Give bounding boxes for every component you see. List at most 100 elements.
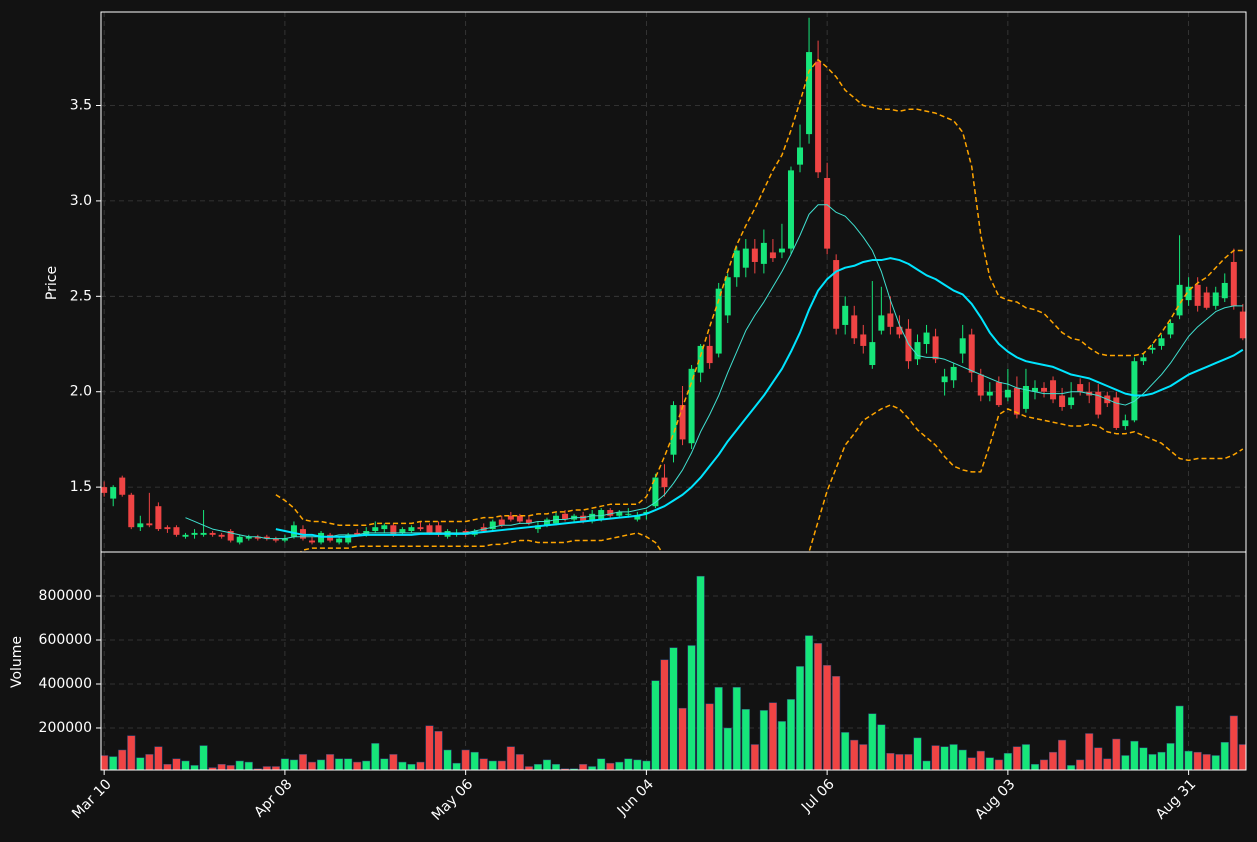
- candle-body: [833, 260, 840, 329]
- volume-bar: [136, 757, 145, 770]
- candle-body: [1041, 387, 1048, 392]
- candle-body: [869, 342, 876, 366]
- candle-body: [1077, 384, 1084, 392]
- candle-body: [399, 529, 406, 533]
- volume-bar: [1229, 715, 1238, 770]
- candle-body: [1230, 261, 1237, 306]
- candle-body: [182, 534, 189, 537]
- candle-body: [923, 332, 930, 345]
- volume-bar: [940, 746, 949, 770]
- volume-bar: [362, 760, 371, 770]
- volume-bar: [1012, 746, 1021, 770]
- price-plot: [101, 17, 1246, 552]
- candle-body: [146, 523, 153, 526]
- volume-bar: [1112, 738, 1121, 770]
- volume-bar: [101, 755, 109, 770]
- volume-bar: [805, 635, 814, 770]
- candle-body: [1185, 286, 1192, 301]
- candle-body: [806, 52, 813, 135]
- candle-body: [688, 368, 695, 444]
- volume-bar: [687, 645, 696, 770]
- volume-bar: [1049, 751, 1058, 770]
- y-tick-label: 2.0: [70, 384, 92, 400]
- volume-plot: [101, 575, 1246, 770]
- y-axis-label: Price: [44, 266, 60, 300]
- candle-body: [354, 532, 361, 535]
- volume-bar: [1238, 744, 1246, 770]
- volume-bar: [262, 766, 271, 770]
- candle-body: [742, 248, 749, 268]
- volume-bar: [452, 762, 461, 770]
- candle-body: [1013, 387, 1020, 415]
- volume-bar: [1157, 751, 1166, 770]
- volume-bar: [606, 762, 615, 770]
- volume-bar: [416, 761, 425, 770]
- candle-body: [426, 525, 433, 533]
- candle-body: [507, 515, 514, 520]
- candle-body: [155, 506, 162, 530]
- volume-bar: [615, 761, 624, 770]
- volume-bar: [732, 687, 741, 770]
- volume-bar: [850, 739, 859, 770]
- volume-bar: [344, 758, 353, 770]
- volume-bar: [994, 759, 1003, 770]
- candle-body: [272, 538, 279, 541]
- candle-body: [1050, 380, 1057, 400]
- volume-bar: [1121, 755, 1130, 770]
- candle-body: [236, 536, 243, 543]
- volume-bar: [886, 753, 895, 770]
- candle-body: [209, 532, 216, 535]
- candle-body: [914, 342, 921, 360]
- volume-bar: [913, 737, 922, 770]
- volume-bar: [235, 760, 244, 770]
- volume-bar: [145, 754, 154, 770]
- volume-bar: [434, 731, 443, 770]
- candle-body: [598, 510, 605, 520]
- candle-body: [200, 532, 207, 535]
- volume-bar: [542, 759, 552, 770]
- candle-body: [218, 534, 225, 537]
- candle-body: [435, 525, 442, 535]
- volume-bar: [714, 687, 723, 770]
- candle-body: [309, 540, 316, 543]
- volume-bar: [814, 643, 823, 770]
- volume-bar: [1076, 759, 1085, 770]
- candle-body: [616, 511, 623, 516]
- volume-bar: [579, 764, 588, 770]
- candle-body: [887, 313, 894, 327]
- candle-body: [1167, 323, 1174, 335]
- volume-bar: [163, 764, 172, 770]
- volume-bar: [723, 727, 732, 770]
- candle-body: [345, 534, 352, 543]
- y-tick-label: 600000: [39, 632, 92, 648]
- candle-body: [625, 513, 632, 515]
- volume-bar: [289, 759, 298, 770]
- volume-bar: [470, 751, 479, 770]
- volume-bar: [488, 760, 497, 770]
- average-line: [275, 257, 1244, 538]
- candle-body: [128, 494, 135, 528]
- volume-bar: [335, 758, 344, 770]
- candle-body: [245, 536, 252, 539]
- volume-bar: [1211, 755, 1220, 770]
- volume-bar: [443, 749, 452, 770]
- candle-body: [760, 242, 767, 264]
- candle-body: [191, 532, 198, 535]
- grid: [101, 12, 1246, 770]
- y-tick-label: 400000: [39, 676, 92, 692]
- volume-bar: [551, 764, 561, 770]
- volume-bar: [1130, 740, 1139, 770]
- candle-body: [1031, 387, 1038, 392]
- volume-bar: [1103, 758, 1112, 770]
- volume-bar: [624, 758, 633, 770]
- candle-body: [1203, 292, 1210, 308]
- volume-bar: [226, 765, 235, 770]
- candle-body: [1113, 397, 1120, 428]
- volume-bar: [497, 760, 506, 770]
- candle-body: [842, 305, 849, 325]
- volume-bar: [271, 766, 280, 770]
- candle-body: [516, 515, 523, 522]
- candle-body: [896, 326, 903, 335]
- candle-body: [652, 477, 659, 507]
